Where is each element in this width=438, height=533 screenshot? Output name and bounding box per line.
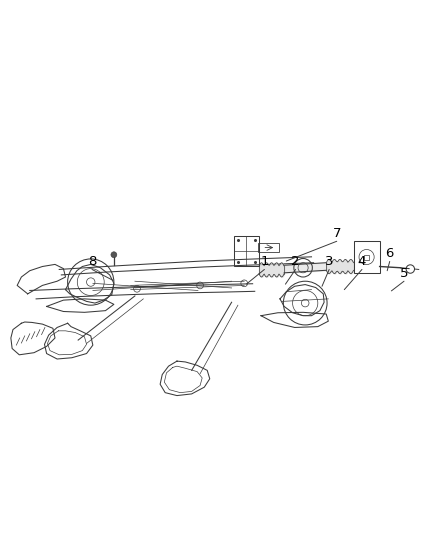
Text: 7: 7 bbox=[332, 227, 341, 240]
Text: 6: 6 bbox=[385, 247, 394, 261]
Text: 2: 2 bbox=[291, 255, 300, 269]
Bar bbox=[364, 255, 369, 260]
Text: 1: 1 bbox=[260, 255, 268, 269]
Bar bbox=[258, 244, 279, 252]
Text: 8: 8 bbox=[88, 255, 96, 269]
Bar bbox=[234, 236, 259, 266]
Text: 4: 4 bbox=[358, 255, 366, 269]
Bar bbox=[353, 241, 380, 273]
Text: 3: 3 bbox=[325, 255, 333, 269]
Text: 5: 5 bbox=[400, 267, 408, 280]
Circle shape bbox=[111, 252, 117, 257]
